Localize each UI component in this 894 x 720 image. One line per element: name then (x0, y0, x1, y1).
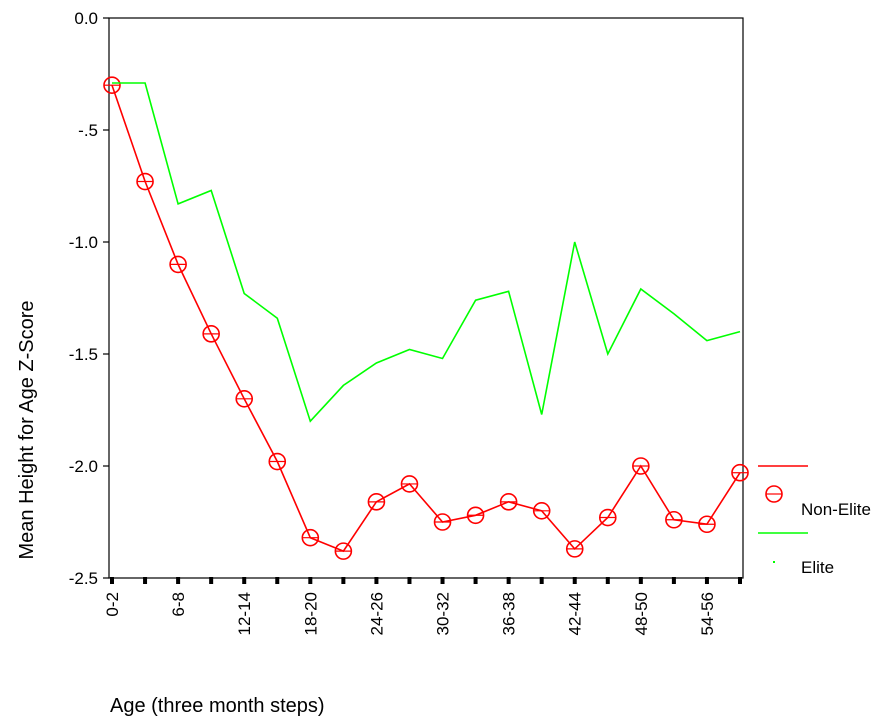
x-tick (242, 577, 247, 584)
x-tick (110, 577, 114, 584)
x-tick (374, 577, 379, 584)
x-tick (572, 577, 577, 584)
x-tick-label: 30-32 (434, 592, 453, 635)
x-tick-label: 18-20 (301, 592, 320, 635)
legend-label-non-elite: Non-Elite (801, 500, 871, 519)
x-tick-label: 12-14 (235, 592, 254, 635)
x-tick-label: 48-50 (632, 592, 651, 635)
x-tick (341, 577, 346, 584)
x-tick (704, 577, 709, 584)
x-tick (275, 577, 280, 584)
x-tick (308, 577, 313, 584)
y-tick-label: 0.0 (74, 9, 98, 28)
series-line-elite (112, 82, 741, 423)
series-line-non-elite (111, 84, 741, 553)
x-tick (440, 577, 445, 584)
x-tick-label: 0-2 (103, 592, 122, 617)
x-tick (143, 577, 148, 584)
x-tick-label: 54-56 (698, 592, 717, 635)
x-tick-label: 24-26 (367, 592, 386, 635)
legend: Non-Elite Elite (758, 465, 871, 577)
y-axis: 0.0 -.5 -1.0 -1.5 -2.0 -2.5 (69, 9, 109, 588)
x-tick (407, 577, 412, 584)
plot-frame (108, 17, 744, 579)
x-tick-label: 36-38 (500, 592, 519, 635)
x-tick (539, 577, 544, 584)
x-tick (176, 577, 181, 584)
y-tick-label: -1.0 (69, 233, 98, 252)
x-tick (738, 577, 742, 584)
legend-marker-elite (773, 561, 775, 563)
x-axis-title: Age (three month steps) (110, 695, 325, 717)
x-tick-label: 42-44 (566, 592, 585, 635)
y-tick-label: -1.5 (69, 345, 98, 364)
x-tick (209, 577, 214, 584)
y-axis-title: Mean Height for Age Z-Score (16, 300, 38, 559)
series-layer (103, 76, 749, 560)
x-axis: 0-2 6-8 12-14 18-20 24-26 30-32 36-38 42-44 48-5… (103, 577, 742, 635)
y-tick-label: -.5 (78, 121, 98, 140)
x-tick (671, 577, 676, 584)
x-tick (638, 577, 643, 584)
x-tick (605, 577, 610, 584)
y-tick-label: -2.5 (69, 569, 98, 588)
legend-label-elite: Elite (801, 558, 834, 577)
x-tick-label: 6-8 (169, 592, 188, 617)
y-tick-label: -2.0 (69, 457, 98, 476)
x-tick (506, 577, 511, 584)
x-tick (473, 577, 478, 584)
